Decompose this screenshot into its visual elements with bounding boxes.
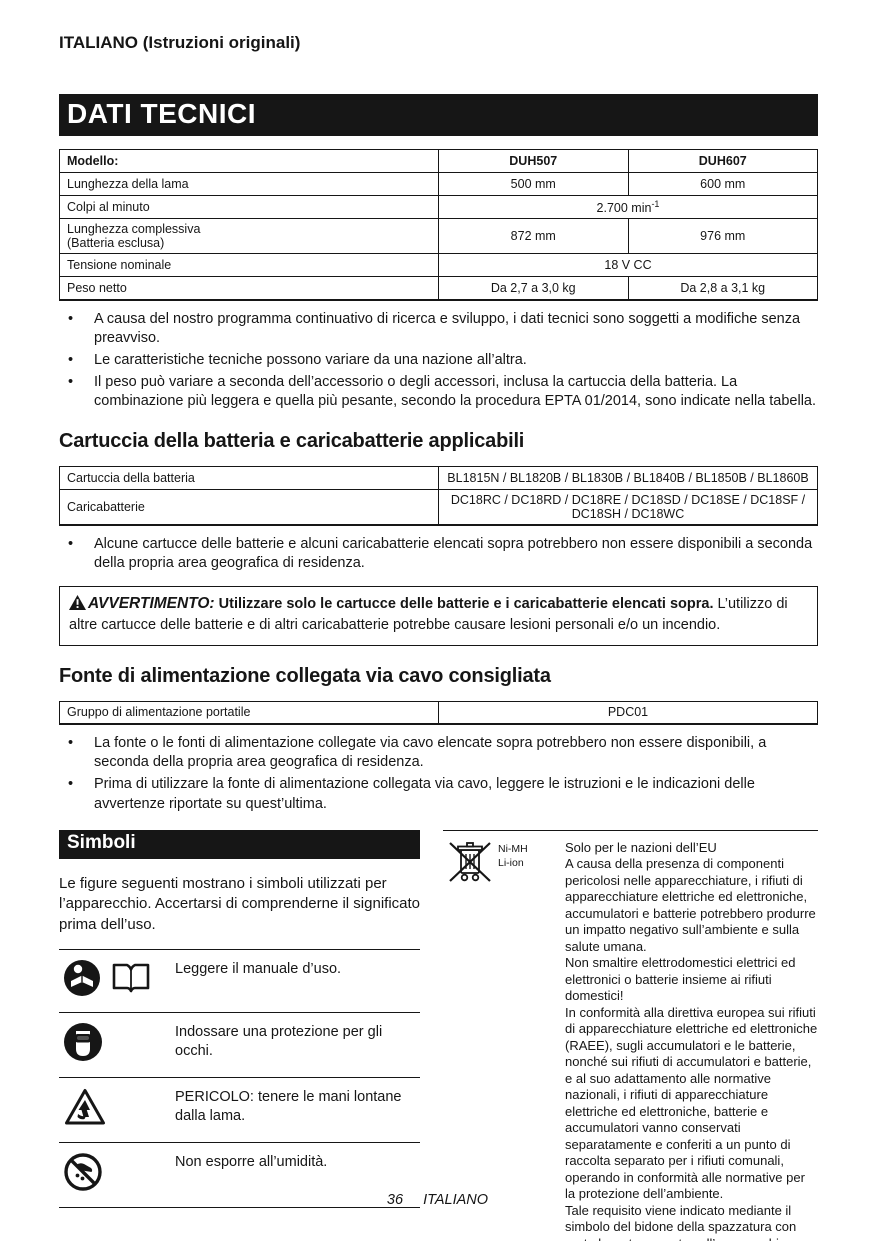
symbol-row: Leggere il manuale d’uso. [59,950,420,1013]
symbol-icon-cell [63,959,175,1002]
symbol-row: PERICOLO: tenere le mani lontane dalla l… [59,1078,420,1143]
charger-label: Caricabatterie [59,489,439,526]
eu-paragraph: Solo per le nazioni dell’EU [565,839,717,855]
table-row: Colpi al minuto 2.700 min-1 [59,194,818,220]
open-book-icon [110,961,152,1000]
model-header: DUH507 [438,149,629,173]
eu-icon-cell: Ni-MH Li-ion [449,840,565,1241]
page-footer: 36 ITALIANO [0,1192,875,1208]
spec-label: Lunghezza complessiva (Batteria esclusa) [59,218,439,255]
model-header: DUH607 [627,149,818,173]
table-row: Modello: DUH507 DUH607 [59,149,818,173]
notes-list: A causa del nostro programma continuativ… [59,310,818,412]
warning-box: AVVERTIMENTO: Utilizzare solo le cartucc… [59,585,818,646]
symbol-description: Non esporre all’umidità. [175,1153,328,1170]
section-title-batteria: Cartuccia della batteria e caricabatteri… [59,430,525,453]
note-item: La fonte o le fonti di alimentazione col… [59,734,818,772]
battery-chemistry-label: Li-ion [498,856,524,869]
note-item: Alcune cartucce delle batterie e alcuni … [59,535,818,573]
symbols-table: Leggere il manuale d’uso. Indossare una … [59,948,420,1208]
battery-label: Cartuccia della batteria [59,466,439,491]
superscript: -1 [651,199,660,209]
symbol-description: Indossare una protezione per gli occhi. [175,1023,383,1059]
no-moisture-icon [63,1152,103,1197]
spec-label: Tensione nominale [59,253,439,278]
notes-list: La fonte o le fonti di alimentazione col… [59,734,818,814]
power-supply-value: PDC01 [438,700,818,725]
eu-paragraph: Non smaltire elettrodomestici elettrici … [565,955,796,1004]
battery-chemistry-labels: Ni-MH Li-ion [498,840,528,870]
symbol-description: Leggere il manuale d’uso. [175,960,342,977]
note-item: Le caratteristiche tecniche possono vari… [59,351,818,370]
table-row: Lunghezza della lama 500 mm 600 mm [59,172,818,196]
symbol-row: Indossare una protezione per gli occhi. [59,1013,420,1078]
note-item: Il peso può variare a seconda dell’acces… [59,373,818,411]
symbol-icon-cell [63,1087,175,1132]
eu-paragraph: A causa della presenza di componenti per… [565,856,816,954]
section-title-alimentazione: Fonte di alimentazione collegata via cav… [59,664,551,687]
section-banner-simboli: Simboli [59,829,420,859]
warning-title: AVVERTIMENTO: [88,594,215,612]
note-item: Prima di utilizzare la fonte di alimenta… [59,775,818,813]
battery-chemistry-label: Ni-MH [498,842,528,855]
battery-value: BL1815N / BL1820B / BL1830B / BL1840B / … [438,466,818,491]
table-row: Peso netto Da 2,7 a 3,0 kg Da 2,8 a 3,1 … [59,276,818,301]
crossed-out-wheeled-bin-icon [449,840,491,889]
warning-bold-text: Utilizzare solo le cartucce delle batter… [218,595,714,612]
power-supply-table: Gruppo di alimentazione portatile PDC01 [59,700,818,726]
blade-hazard-icon [63,1087,107,1132]
table-row: Gruppo di alimentazione portatile PDC01 [59,700,818,725]
note-item: A causa del nostro programma continuativ… [59,310,818,348]
table-row: Cartuccia della batteria BL1815N / BL182… [59,466,818,491]
power-supply-label: Gruppo di alimentazione portatile [59,700,439,725]
spec-label-line: Lunghezza complessiva [67,222,201,237]
eye-protection-icon [63,1022,103,1067]
charger-value: DC18RC / DC18RD / DC18RE / DC18SD / DC18… [438,489,818,526]
eu-disposal-block: Ni-MH Li-ion Solo per le nazioni dell’EU… [443,829,818,1241]
battery-table: Cartuccia della batteria BL1815N / BL182… [59,466,818,527]
table-row: Tensione nominale 18 V CC [59,253,818,278]
spec-label: Colpi al minuto [59,194,439,220]
warning-triangle-icon [69,594,86,617]
symbol-icon-cell [63,1022,175,1067]
symbol-icon-cell [63,1152,175,1197]
read-manual-icon [63,959,101,1002]
warning-text: L’utilizzo di altre cartucce delle batte… [69,595,788,634]
symbols-column: Simboli Le figure seguenti mostrano i si… [59,829,421,1241]
table-row: Lunghezza complessiva (Batteria esclusa)… [59,218,818,255]
eu-paragraph: Tale requisito viene indicato mediante i… [565,1202,797,1241]
notes-list: Alcune cartucce delle batterie e alcuni … [59,535,818,573]
spec-label: Modello: [59,149,439,173]
specs-table: Modello: DUH507 DUH607 Lunghezza della l… [59,149,818,301]
page-content: ITALIANO (Istruzioni originali) DATI TEC… [59,0,818,1241]
spec-value: 500 mm [438,172,629,196]
symbols-intro: Le figure seguenti mostrano i simboli ut… [59,874,421,934]
language-header: ITALIANO (Istruzioni originali) [59,33,301,52]
spec-value-text: 2.700 min [596,201,652,216]
eu-paragraph: In conformità alla direttiva europea sui… [565,1004,818,1202]
spec-value: 976 mm [627,218,818,255]
spec-value: Da 2,8 a 3,1 kg [627,276,818,301]
eu-note-column: Ni-MH Li-ion Solo per le nazioni dell’EU… [443,829,818,1241]
section-banner-dati-tecnici: DATI TECNICI [59,94,818,136]
table-row: Caricabatterie DC18RC / DC18RD / DC18RE … [59,489,818,526]
spec-label-line: (Batteria esclusa) [67,236,165,251]
spec-value: 600 mm [627,172,818,196]
spec-value: 2.700 min-1 [438,194,818,220]
symbol-description: PERICOLO: tenere le mani lontane dalla l… [175,1088,402,1124]
symbol-row: Non esporre all’umidità. [59,1143,420,1208]
spec-label: Lunghezza della lama [59,172,439,196]
spec-value: 872 mm [438,218,629,255]
spec-value: Da 2,7 a 3,0 kg [438,276,629,301]
footer-language-label: ITALIANO [423,1192,489,1208]
spec-label: Peso netto [59,276,439,301]
eu-disposal-text: Solo per le nazioni dell’EU A causa dell… [565,840,818,1241]
page-number: 36 [386,1192,404,1208]
two-column-area: Simboli Le figure seguenti mostrano i si… [59,829,818,1241]
spec-value: 18 V CC [438,253,818,278]
